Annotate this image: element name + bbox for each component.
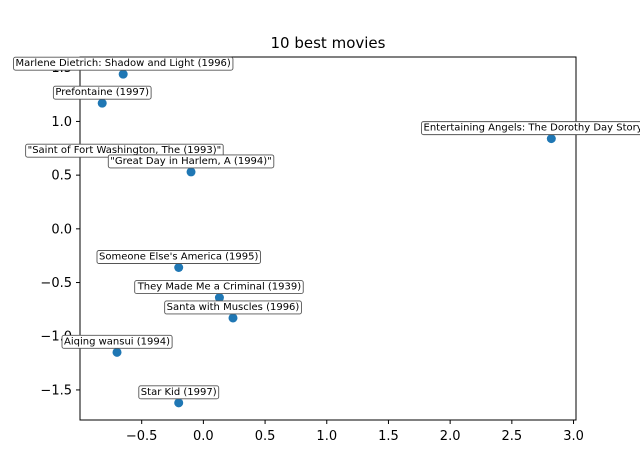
label-box [107,154,275,169]
label-text: Aiqing wansui (1994) [64,336,170,347]
y-tick-label: −0.5 [40,276,72,291]
label-box [164,300,302,315]
y-tick-label: 0.0 [51,222,72,237]
label-text: Someone Else's America (1995) [99,251,259,262]
point-label: They Made Me a Criminal (1939) [134,280,304,295]
label-box [61,334,173,349]
label-box [13,56,234,71]
axes: −0.5 0.0 0.5 1.0 1.5 2.0 2.5 3.0−1.5−1.0−0.50.0… [40,56,584,444]
point-label: Marlene Dietrich: Shadow and Light (1996… [13,56,234,71]
y-tick-label: 0.5 [51,169,72,184]
x-tick-label: −0.5 [126,429,158,444]
point-label: Entertaining Angels: The Dorothy Day Sto… [421,121,640,136]
label-box [134,280,304,295]
data-point [546,134,556,144]
y-tick-label: −1.5 [40,383,72,398]
plot-frame [79,56,577,421]
label-box [138,385,220,400]
label-text: Prefontaine (1997) [55,87,149,98]
x-tick-label: 1.0 [316,429,337,444]
point-label: "Saint of Fort Washington, The (1993)" [25,143,224,158]
x-tick-label: 0.5 [255,429,276,444]
point-label: Someone Else's America (1995) [96,250,261,264]
label-text: Star Kid (1997) [141,387,217,398]
y-tick-label: 1.0 [51,115,72,130]
point-label: Santa with Muscles (1996) [164,300,302,315]
label-text: "Saint of Fort Washington, The (1993)" [28,145,222,156]
data-point [112,347,122,357]
point-label: "Great Day in Harlem, A (1994)" [107,154,275,169]
data-point [174,398,184,408]
data-point [118,69,128,79]
chart-title: 10 best movies [271,34,386,52]
point-label: Prefontaine (1997) [52,85,152,100]
label-box [421,121,640,136]
x-tick-label: 0.0 [193,429,214,444]
point-label: Star Kid (1997) [138,385,220,400]
x-tick-label: 1.5 [378,429,399,444]
label-text: "Great Day in Harlem, A (1994)" [110,156,272,167]
x-tick-label: 2.0 [440,429,461,444]
label-text: Santa with Muscles (1996) [167,302,300,313]
x-tick-label: 3.0 [563,429,584,444]
x-tick-label: 2.5 [501,429,522,444]
point-labels: Marlene Dietrich: Shadow and Light (1996… [13,56,640,400]
label-text: Entertaining Angels: The Dorothy Day Sto… [424,123,640,134]
data-point [214,293,224,303]
label-box [52,85,152,100]
data-point [174,262,184,272]
label-box [96,250,261,264]
point-label: Aiqing wansui (1994) [61,334,173,349]
data-point [97,98,107,108]
label-text: They Made Me a Criminal (1939) [137,282,302,293]
data-point [186,167,196,177]
label-text: Marlene Dietrich: Shadow and Light (1996… [16,58,231,69]
data-point [228,313,238,323]
